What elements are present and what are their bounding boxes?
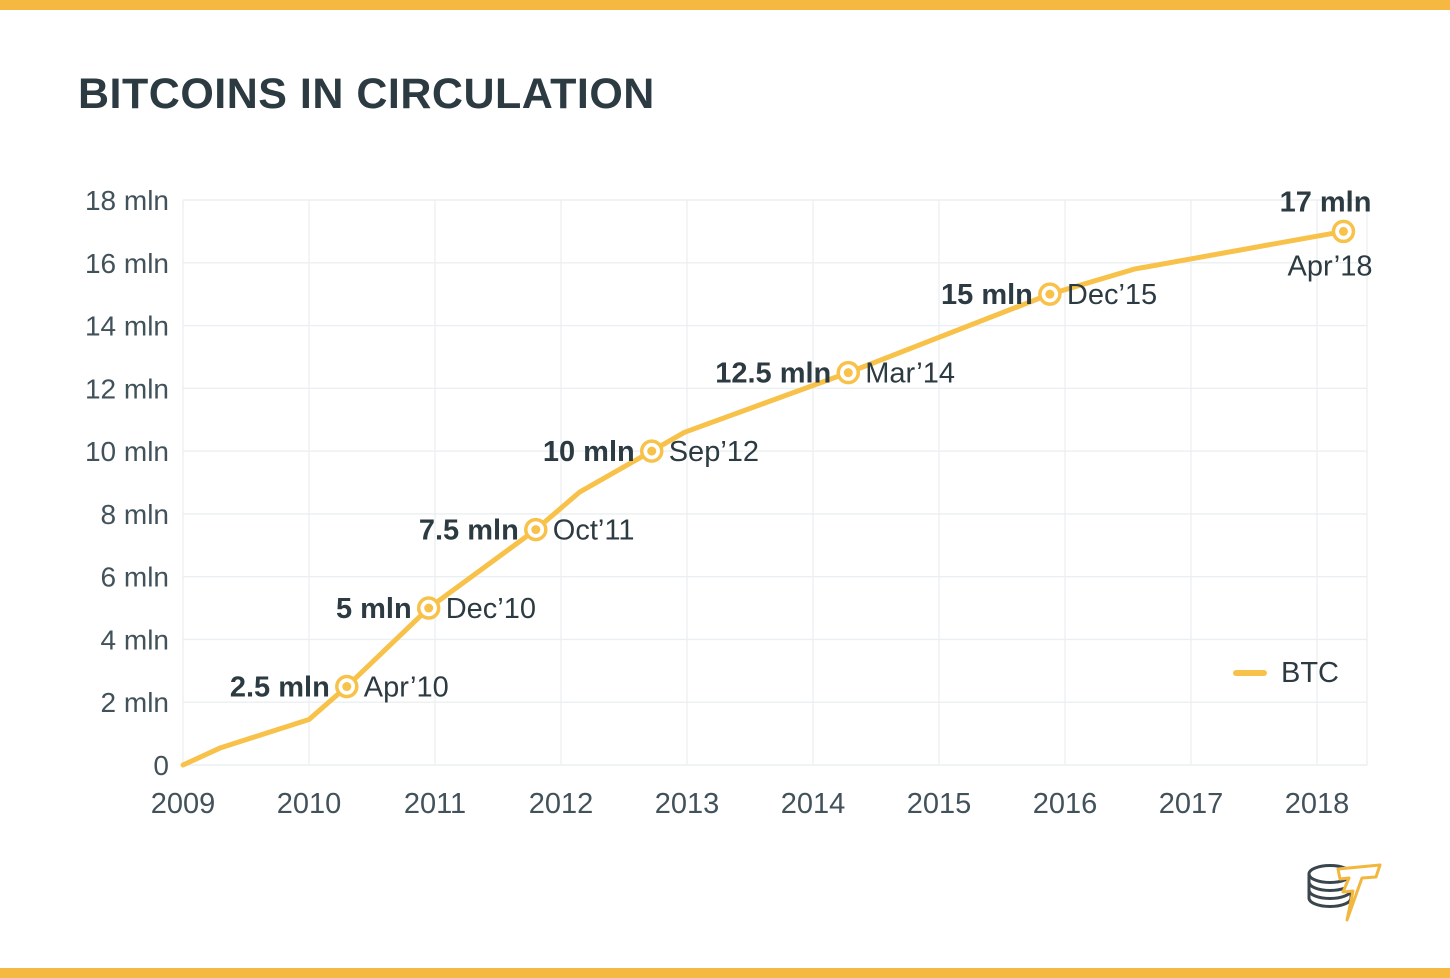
milestone-date-label: Dec’15 bbox=[1067, 279, 1157, 311]
milestone-marker-dot bbox=[424, 603, 434, 613]
legend-label: BTC bbox=[1281, 656, 1339, 689]
milestone-date-label: Sep’12 bbox=[669, 436, 759, 468]
milestone-marker-dot bbox=[843, 368, 853, 378]
y-tick-label: 16 mln bbox=[85, 248, 169, 279]
milestone-marker-dot bbox=[1045, 289, 1055, 299]
y-tick-label: 2 mln bbox=[101, 687, 169, 718]
x-tick-label: 2010 bbox=[277, 788, 342, 820]
milestone-marker-dot bbox=[342, 682, 352, 692]
x-tick-label: 2013 bbox=[655, 788, 720, 820]
lightning-t-icon bbox=[1336, 863, 1382, 922]
x-tick-label: 2012 bbox=[529, 788, 594, 820]
top-accent-bar bbox=[0, 0, 1450, 10]
milestone-marker-dot bbox=[531, 525, 541, 535]
milestone-date-label: Apr’18 bbox=[1288, 250, 1373, 282]
x-tick-label: 2016 bbox=[1033, 788, 1098, 820]
y-tick-label: 8 mln bbox=[101, 499, 169, 530]
milestone-date-label: Oct’11 bbox=[553, 515, 635, 547]
x-tick-label: 2015 bbox=[907, 788, 972, 820]
milestone-value-label: 15 mln bbox=[941, 279, 1033, 311]
milestone-date-label: Apr’10 bbox=[364, 672, 449, 704]
x-tick-label: 2017 bbox=[1159, 788, 1224, 820]
y-tick-label: 12 mln bbox=[85, 373, 169, 404]
milestone-date-label: Dec’10 bbox=[446, 593, 536, 625]
milestone-marker-dot bbox=[647, 446, 657, 456]
x-tick-label: 2014 bbox=[781, 788, 846, 820]
x-tick-label: 2018 bbox=[1285, 788, 1350, 820]
milestone-value-label: 17 mln bbox=[1280, 186, 1372, 218]
milestone-marker-dot bbox=[1338, 226, 1348, 236]
milestone-value-label: 5 mln bbox=[336, 593, 412, 625]
chart-legend: BTC bbox=[1233, 656, 1339, 690]
y-tick-label: 14 mln bbox=[85, 311, 169, 342]
btc-line bbox=[180, 228, 1346, 768]
y-tick-label: 6 mln bbox=[101, 562, 169, 593]
milestone-value-label: 2.5 mln bbox=[230, 672, 330, 704]
y-tick-label: 0 bbox=[153, 750, 169, 781]
bottom-accent-bar bbox=[0, 968, 1450, 978]
legend-line-swatch bbox=[1233, 670, 1267, 676]
milestone-value-label: 7.5 mln bbox=[419, 515, 519, 547]
x-tick-label: 2009 bbox=[151, 788, 216, 820]
y-tick-label: 4 mln bbox=[101, 624, 169, 655]
milestone-date-label: Mar’14 bbox=[865, 358, 955, 390]
x-tick-label: 2011 bbox=[404, 788, 466, 820]
y-tick-label: 10 mln bbox=[85, 436, 169, 467]
page-title: BITCOINS IN CIRCULATION bbox=[78, 70, 655, 118]
coin-stack-lightning-logo bbox=[1307, 863, 1382, 922]
y-tick-label: 18 mln bbox=[85, 185, 169, 216]
milestone-value-label: 10 mln bbox=[543, 436, 635, 468]
milestone-value-label: 12.5 mln bbox=[715, 358, 831, 390]
